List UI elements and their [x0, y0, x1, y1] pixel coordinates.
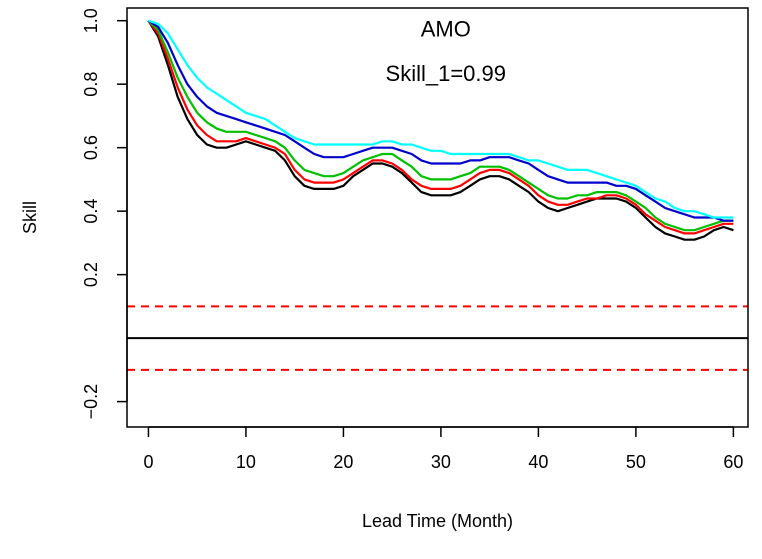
series-line-4 — [148, 19, 734, 219]
y-tick-label-0: −0.2 — [81, 384, 101, 420]
annotation-1: Skill_1=0.99 — [386, 61, 506, 86]
series-line-2 — [147, 19, 734, 232]
annotation-0: AMO — [421, 17, 471, 42]
x-tick-label-3: 30 — [431, 452, 451, 472]
series-line-0 — [147, 20, 734, 241]
x-axis-title: Lead Time (Month) — [362, 511, 513, 531]
x-axis: 0 10 20 30 40 50 60 — [143, 426, 743, 472]
y-tick-label-2: 0.4 — [81, 199, 101, 224]
y-axis-title: Skill — [20, 201, 40, 234]
x-tick-label-0: 0 — [143, 452, 153, 472]
x-tick-label-1: 10 — [236, 452, 256, 472]
series-group — [147, 19, 734, 241]
series-line-1 — [147, 20, 734, 235]
x-tick-label-2: 20 — [333, 452, 353, 472]
y-tick-label-1: 0.2 — [81, 262, 101, 287]
y-tick-label-3: 0.6 — [81, 135, 101, 160]
y-tick-label-4: 0.8 — [81, 72, 101, 97]
y-tick-label-5: 1.0 — [81, 8, 101, 33]
x-tick-label-6: 60 — [723, 452, 743, 472]
annotations: AMO Skill_1=0.99 — [386, 17, 506, 86]
reference-lines — [127, 305, 748, 371]
x-tick-label-5: 50 — [626, 452, 646, 472]
x-tick-label-4: 40 — [528, 452, 548, 472]
y-axis: −0.2 0.2 0.4 0.6 0.8 1.0 — [81, 8, 128, 420]
series-line-3 — [147, 19, 734, 222]
